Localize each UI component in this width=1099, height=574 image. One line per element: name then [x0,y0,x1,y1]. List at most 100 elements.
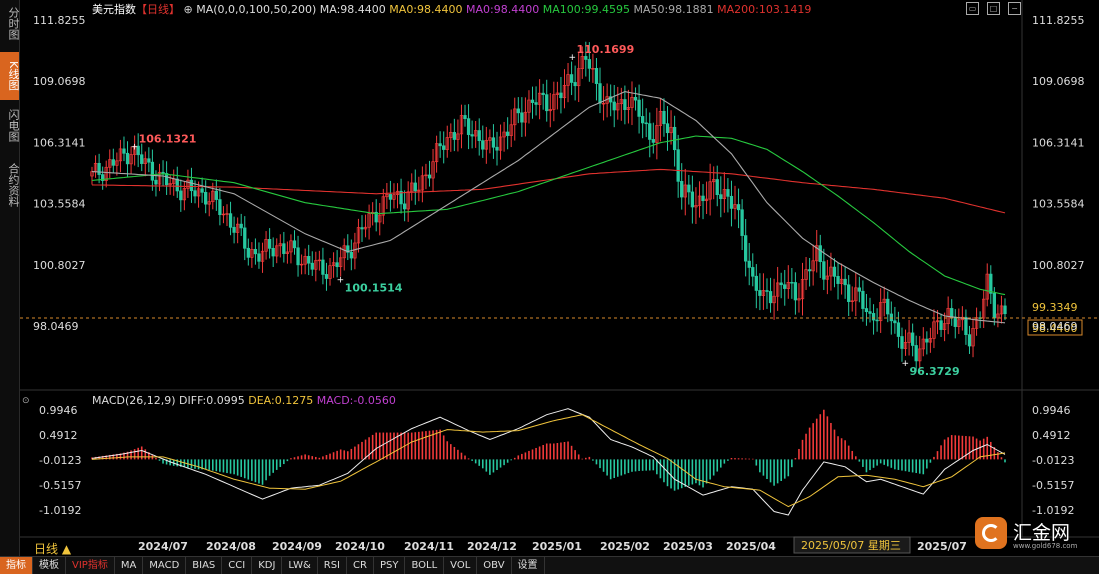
candle [619,99,623,105]
date-overlay: 2025/05/07 星期三 [801,539,901,552]
candle [719,194,723,200]
candle [658,110,663,126]
indicator-tab-8[interactable]: LW& [282,557,318,574]
indicator-tab-0[interactable]: 指标 [0,557,33,574]
candle [832,266,837,277]
reference-price-box [1028,299,1084,314]
candle [942,323,947,330]
candle [378,214,382,223]
tab-flash[interactable]: 闪电图 [7,108,20,142]
candle [985,273,989,300]
indicator-tab-2[interactable]: VIP指标 [66,557,115,574]
candle [168,183,172,186]
candle [417,189,421,192]
indicator-tab-1[interactable]: 模板 [33,557,66,574]
candle [889,313,893,322]
indicator-tab-5[interactable]: BIAS [186,557,223,574]
candle [445,137,449,150]
candle [509,124,513,136]
restore-icon[interactable]: ▭ [966,2,979,15]
extreme-label: 100.1514 [345,281,403,294]
candle [683,184,687,198]
window-controls: ▭ □ − [966,2,1021,15]
indicator-tab-13[interactable]: VOL [444,557,478,574]
indicator-tab-15[interactable]: 设置 [512,557,545,574]
date-overlay-box [793,536,911,554]
indicator-tab-3[interactable]: MA [115,557,144,574]
candle [132,145,137,155]
tab-kline[interactable]: K线图 [0,52,20,100]
candle [957,319,961,327]
candle [903,342,908,349]
indicator-tab-10[interactable]: CR [347,557,374,574]
candle [111,159,115,166]
candle [775,282,780,297]
indicator-tab-7[interactable]: KDJ [252,557,283,574]
ma-legend-item: MA50:98.1881 [633,3,717,16]
indicator-tab-6[interactable]: CCI [222,557,253,574]
candle [115,160,119,166]
price-tick-right: 103.5584 [1032,198,1085,211]
candle [722,189,727,200]
candle [655,125,659,143]
candle [715,179,719,196]
candle [864,308,869,313]
add-icon: ⊕ [180,3,196,16]
candle [783,284,787,289]
indicator-tab-12[interactable]: BOLL [405,557,445,574]
candle [289,240,293,253]
candle [612,101,616,111]
candle [854,287,858,302]
candle [701,195,705,202]
macd-tick-left: -0.5157 [39,479,81,492]
candle [964,316,968,336]
logo-url: www.gold678.com [1013,542,1078,550]
price-tick-left: 111.8255 [33,14,86,27]
indicator-tab-4[interactable]: MACD [143,557,187,574]
candle [598,83,602,104]
candle [108,159,112,168]
period-label[interactable]: 日线 ▲ [34,542,72,556]
candle [687,184,691,193]
candle [537,92,542,105]
minimize-icon[interactable]: − [1008,2,1021,15]
period-tag: 【日线】 [136,2,180,16]
indicator-tab-9[interactable]: RSI [318,557,348,574]
candle [402,203,407,210]
candle [910,332,915,346]
tab-timeshare[interactable]: 分时图 [7,6,20,40]
candle [125,152,130,165]
candle [665,123,670,134]
candle [644,122,648,125]
candle [996,313,1000,319]
indicator-tab-14[interactable]: OBV [477,557,512,574]
tab-contract-info[interactable]: 合约资料 [7,163,20,207]
candle [829,266,833,277]
candle [328,265,332,279]
candle [442,145,446,150]
date-tick: 2025/02 [600,540,650,553]
candle [857,287,861,292]
candle [850,300,854,302]
candle [481,140,485,150]
date-tick: 2024/08 [206,540,256,553]
candle [346,245,350,253]
candle [559,92,563,99]
candle [630,96,634,108]
candle [299,263,304,266]
candle [811,260,815,272]
price-chart[interactable]: 99.334998.4400+106.1321+100.1514+110.169… [20,0,1099,556]
candle [971,328,975,347]
candle [204,191,208,205]
candle [516,108,520,114]
candle [786,282,790,289]
candle [569,74,574,83]
candle [623,99,627,110]
maximize-icon[interactable]: □ [987,2,1000,15]
candle [967,334,972,347]
candle [505,131,510,136]
indicator-tab-11[interactable]: PSY [374,557,406,574]
candle [434,143,439,163]
candle [385,194,389,198]
macd-tick-right: -0.5157 [1032,479,1074,492]
